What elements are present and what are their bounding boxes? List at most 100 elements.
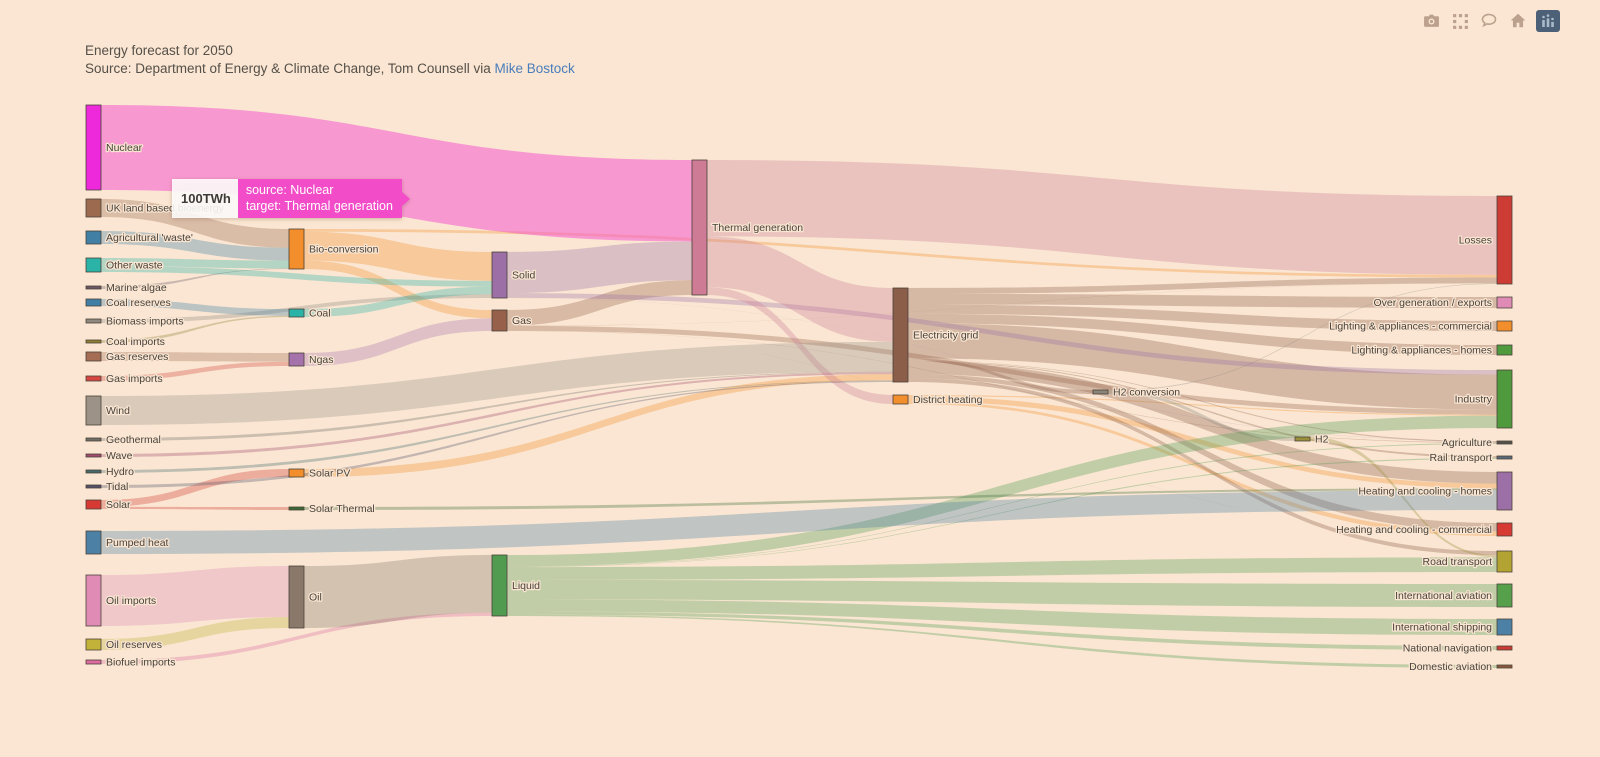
sankey-node[interactable] — [1496, 344, 1513, 356]
sankey-link[interactable] — [101, 341, 893, 425]
sankey-link[interactable] — [1108, 283, 1497, 391]
box-select-icon[interactable] — [1449, 10, 1471, 32]
sankey-link[interactable] — [304, 260, 492, 319]
sankey-link[interactable] — [908, 313, 1497, 355]
sankey-node[interactable] — [288, 352, 305, 367]
home-icon[interactable] — [1507, 10, 1529, 32]
sankey-node[interactable] — [85, 230, 102, 245]
sankey-node[interactable] — [85, 375, 102, 382]
sankey-link[interactable] — [507, 443, 1497, 567]
sankey-node[interactable] — [85, 530, 102, 555]
sankey-link[interactable] — [507, 330, 1497, 444]
sankey-node[interactable] — [85, 318, 102, 324]
sankey-node[interactable] — [1496, 440, 1513, 445]
sankey-link[interactable] — [908, 361, 1497, 458]
sankey-link[interactable] — [101, 490, 1497, 554]
sankey-node[interactable] — [1496, 195, 1513, 285]
sankey-link[interactable] — [507, 415, 1497, 567]
sankey-node[interactable] — [85, 298, 102, 307]
sankey-link[interactable] — [304, 318, 492, 366]
plotly-logo-icon[interactable] — [1536, 10, 1560, 32]
sankey-link[interactable] — [507, 457, 1497, 568]
sankey-node[interactable] — [1496, 369, 1513, 429]
sankey-link[interactable] — [101, 566, 289, 626]
sankey-link[interactable] — [707, 236, 893, 342]
sankey-link[interactable] — [101, 380, 893, 473]
sankey-node[interactable] — [85, 499, 102, 510]
sankey-node[interactable] — [85, 198, 102, 218]
sankey-link[interactable] — [1108, 390, 1295, 441]
sankey-node[interactable] — [1092, 389, 1109, 395]
sankey-link[interactable] — [304, 555, 492, 628]
sankey-link[interactable] — [101, 315, 289, 343]
sankey-link[interactable] — [507, 241, 692, 294]
sankey-node[interactable] — [85, 659, 102, 665]
sankey-link[interactable] — [507, 297, 1497, 442]
sankey-node[interactable] — [85, 574, 102, 627]
sankey-node[interactable] — [85, 285, 102, 290]
sankey-link[interactable] — [507, 557, 1497, 580]
sankey-node[interactable] — [1496, 296, 1513, 309]
sankey-link[interactable] — [507, 614, 1497, 668]
sankey-node[interactable] — [1496, 455, 1513, 460]
sankey-node[interactable] — [1496, 583, 1513, 608]
sankey-node[interactable] — [288, 565, 305, 629]
sankey-link[interactable] — [101, 266, 492, 287]
sankey-node[interactable] — [85, 339, 102, 344]
sankey-node[interactable] — [1496, 645, 1513, 651]
sankey-node[interactable] — [1496, 664, 1513, 669]
source-link[interactable]: Mike Bostock — [494, 61, 575, 76]
sankey-link[interactable] — [507, 325, 1497, 415]
camera-icon[interactable] — [1420, 10, 1442, 32]
sankey-node[interactable] — [85, 638, 102, 651]
sankey-link[interactable] — [908, 293, 1497, 308]
sankey-node[interactable] — [892, 287, 909, 383]
sankey-link[interactable] — [908, 396, 1497, 489]
sankey-link[interactable] — [101, 612, 492, 664]
sankey-link[interactable] — [908, 361, 1497, 443]
sankey-link[interactable] — [101, 352, 289, 362]
sankey-link[interactable] — [908, 358, 1093, 394]
sankey-link[interactable] — [908, 378, 1497, 556]
sankey-node[interactable] — [1294, 436, 1311, 442]
sankey-link[interactable] — [304, 231, 492, 281]
sankey-link[interactable] — [304, 488, 1497, 510]
sankey-link[interactable] — [101, 372, 893, 457]
sankey-node[interactable] — [1496, 550, 1513, 573]
sankey-link[interactable] — [101, 299, 289, 316]
sankey-link[interactable] — [101, 199, 289, 248]
sankey-link[interactable] — [101, 268, 289, 289]
sankey-node[interactable] — [85, 484, 102, 489]
sankey-link[interactable] — [101, 506, 289, 510]
sankey-node[interactable] — [892, 394, 909, 405]
sankey-link[interactable] — [507, 330, 1497, 532]
sankey-node[interactable] — [288, 308, 305, 318]
sankey-node[interactable] — [1496, 618, 1513, 636]
sankey-link[interactable] — [507, 280, 692, 326]
sankey-node[interactable] — [491, 251, 508, 299]
sankey-link[interactable] — [707, 160, 1497, 275]
sankey-link[interactable] — [507, 611, 1497, 650]
sankey-link[interactable] — [507, 293, 1497, 375]
sankey-node[interactable] — [85, 257, 102, 273]
sankey-link[interactable] — [1310, 437, 1497, 558]
sankey-node[interactable] — [491, 309, 508, 332]
sankey-node[interactable] — [85, 395, 102, 426]
sankey-link[interactable] — [507, 599, 1497, 635]
sankey-node[interactable] — [85, 469, 102, 474]
sankey-link[interactable] — [304, 374, 893, 477]
sankey-link[interactable] — [101, 105, 692, 242]
sankey-node[interactable] — [85, 104, 102, 191]
sankey-link[interactable] — [101, 469, 289, 507]
sankey-node[interactable] — [85, 351, 102, 362]
sankey-link[interactable] — [908, 277, 1497, 294]
sankey-link[interactable] — [101, 617, 289, 650]
sankey-node[interactable] — [1496, 471, 1513, 511]
sankey-link[interactable] — [707, 287, 893, 404]
sankey-link[interactable] — [507, 283, 1497, 326]
sankey-link[interactable] — [304, 229, 1497, 278]
sankey-link[interactable] — [908, 304, 1497, 331]
sankey-node[interactable] — [288, 506, 305, 511]
sankey-link[interactable] — [908, 395, 1497, 416]
sankey-node[interactable] — [1496, 522, 1513, 537]
